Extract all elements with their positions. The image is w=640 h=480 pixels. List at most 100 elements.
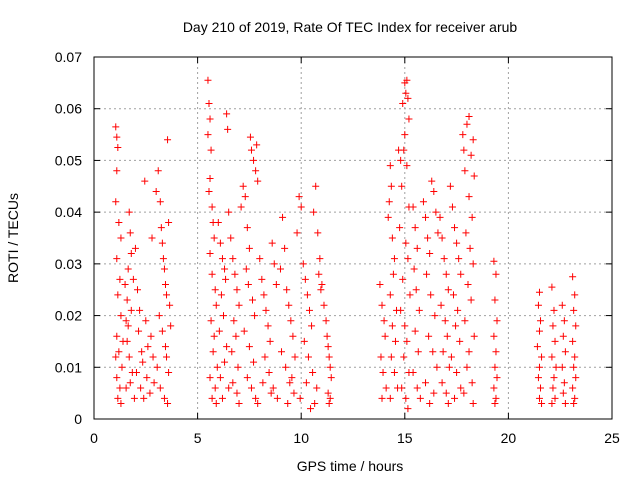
data-point [126, 229, 134, 237]
data-point [229, 255, 237, 263]
data-point [470, 172, 478, 180]
data-point [288, 374, 296, 382]
data-point [404, 405, 412, 413]
data-point [398, 384, 406, 392]
data-point [140, 394, 148, 402]
data-point [117, 234, 125, 242]
data-point [560, 379, 568, 387]
data-point [304, 353, 312, 361]
data-point [406, 291, 414, 299]
grid [94, 57, 612, 419]
data-point [142, 317, 150, 325]
x-tick-label: 5 [194, 430, 202, 446]
data-point [493, 317, 501, 325]
data-point [127, 306, 135, 314]
data-point [443, 332, 451, 340]
data-point [247, 384, 255, 392]
data-point [253, 141, 261, 149]
data-point [134, 286, 142, 294]
data-point [447, 353, 455, 361]
data-point [279, 213, 287, 221]
data-point [122, 317, 130, 325]
data-point [165, 368, 173, 376]
data-point [285, 301, 293, 309]
data-point [278, 348, 286, 356]
data-point [402, 89, 410, 97]
data-point [548, 399, 556, 407]
data-point [269, 384, 277, 392]
data-point [123, 337, 131, 345]
data-point [558, 301, 566, 309]
x-axis-label: GPS time / hours [297, 458, 404, 474]
data-point [376, 281, 384, 289]
data-point [218, 394, 226, 402]
data-point [246, 133, 254, 141]
data-point [324, 343, 332, 351]
data-point [449, 291, 457, 299]
data-point [117, 399, 125, 407]
data-point [430, 187, 438, 195]
data-point [535, 288, 543, 296]
data-point [250, 358, 258, 366]
data-point [558, 363, 566, 371]
data-point [534, 374, 542, 382]
data-point [239, 182, 247, 190]
data-point [131, 244, 139, 252]
data-point [378, 301, 386, 309]
data-point [260, 291, 268, 299]
data-point [126, 379, 134, 387]
data-point [121, 281, 129, 289]
data-point [427, 291, 435, 299]
data-point [401, 131, 409, 139]
data-point [453, 239, 461, 247]
data-point [381, 332, 389, 340]
data-point [465, 193, 473, 201]
data-point [273, 394, 281, 402]
data-point [266, 337, 274, 345]
data-point [390, 255, 398, 263]
data-point [561, 399, 569, 407]
data-point [469, 136, 477, 144]
data-point [317, 286, 325, 294]
data-point [451, 224, 459, 232]
data-point [533, 343, 541, 351]
data-point [245, 343, 253, 351]
data-point [259, 379, 267, 387]
data-point [403, 76, 411, 84]
data-point [144, 343, 152, 351]
data-point [569, 337, 577, 345]
data-point [491, 399, 499, 407]
data-point [388, 234, 396, 242]
data-point [164, 136, 172, 144]
data-point [224, 125, 232, 133]
data-point [388, 322, 396, 330]
data-point [123, 296, 131, 304]
data-point [233, 286, 241, 294]
data-point [320, 301, 328, 309]
data-point [225, 208, 233, 216]
data-point [230, 317, 238, 325]
y-tick-label: 0.04 [55, 204, 82, 220]
data-point [139, 358, 147, 366]
y-tick-label: 0.05 [55, 152, 82, 168]
data-point [114, 144, 122, 151]
data-point [213, 363, 221, 371]
data-point [155, 312, 163, 320]
data-point [286, 379, 294, 387]
data-point [214, 218, 222, 226]
data-point [204, 131, 212, 139]
data-point [229, 379, 237, 387]
data-point [124, 265, 132, 273]
data-point [460, 146, 468, 154]
data-point [112, 123, 120, 131]
data-point [156, 198, 164, 206]
data-point [413, 384, 421, 392]
data-point [249, 296, 257, 304]
data-point [297, 203, 305, 211]
y-tick-label: 0.01 [55, 359, 82, 375]
data-point [208, 203, 216, 211]
y-axis-label: ROTI / TECUs [5, 193, 21, 283]
data-points [112, 76, 580, 413]
data-point [469, 260, 477, 268]
